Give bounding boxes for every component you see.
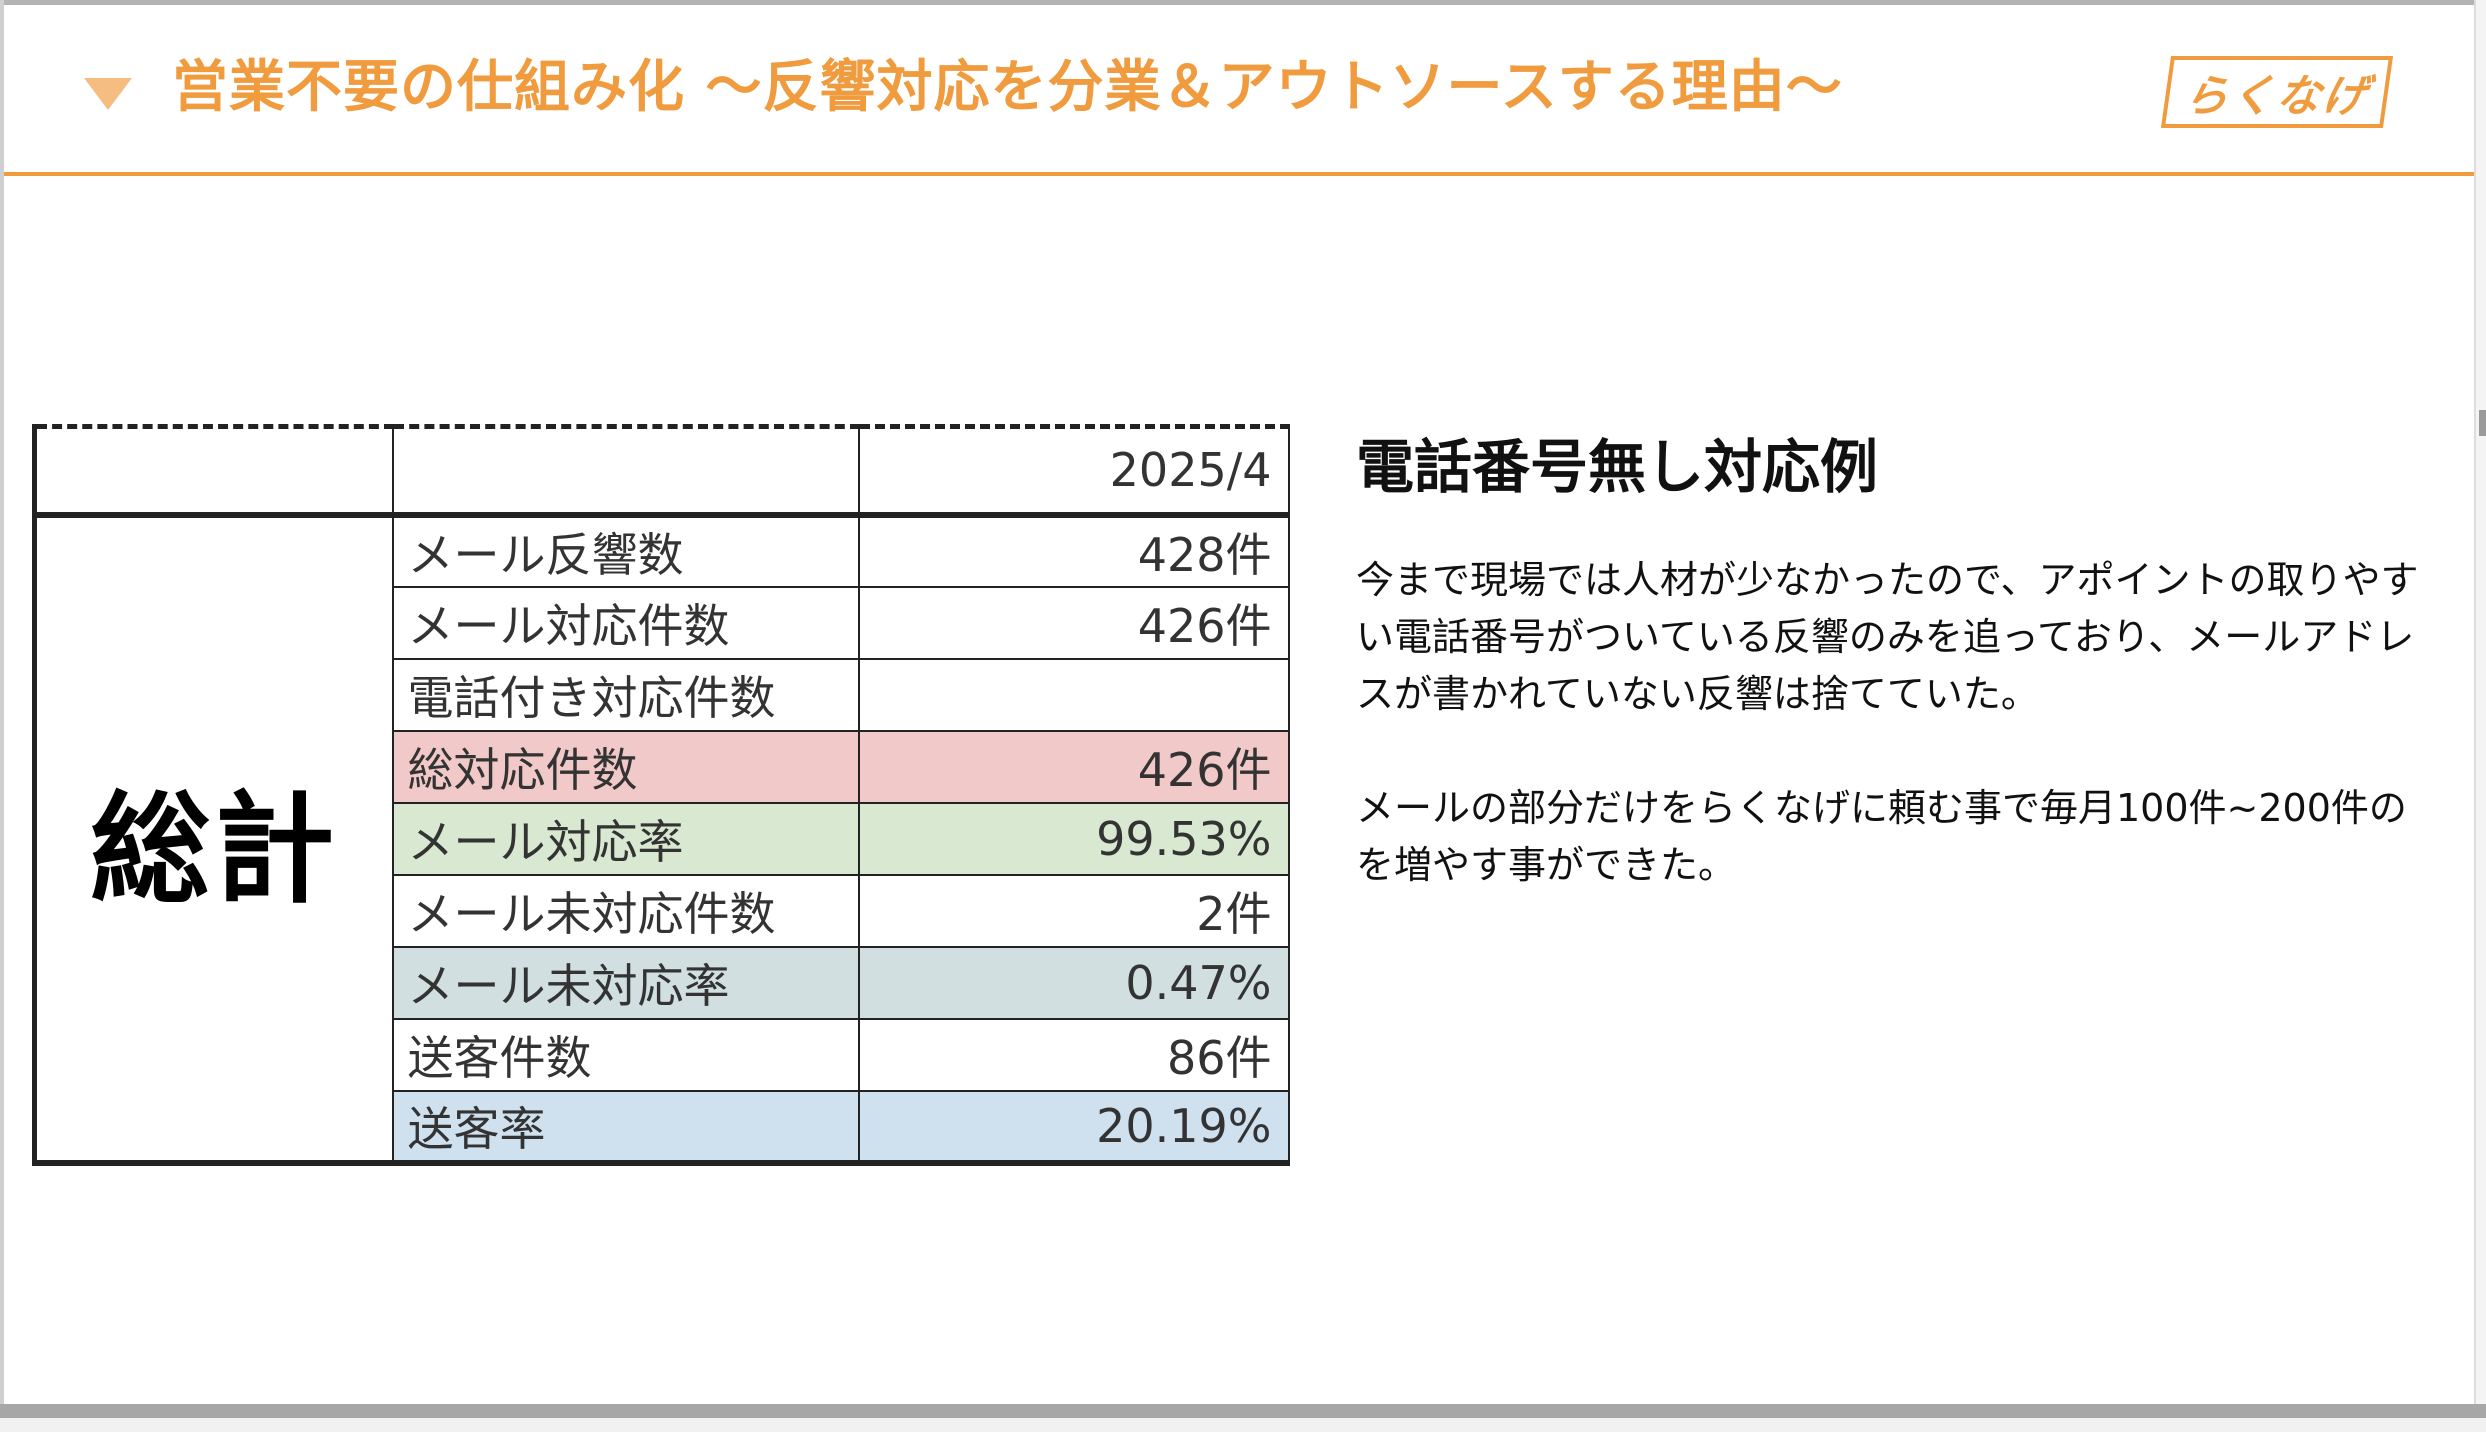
- table-row: メール対応率 99.53%: [35, 801, 1290, 876]
- table-row: 総対応件数 426件: [35, 729, 1290, 804]
- brand-logo: らくなげ: [2160, 56, 2394, 128]
- row-value: 0.47%: [857, 945, 1290, 1020]
- scroll-thumb[interactable]: [2479, 410, 2486, 436]
- row-value: [857, 657, 1290, 732]
- table-row: メール未対応件数 2件: [35, 873, 1290, 948]
- table-header-row: 2025/4: [32, 424, 1290, 518]
- table-row: 送客件数 86件: [35, 1017, 1290, 1092]
- row-label: 送客率: [391, 1089, 860, 1166]
- row-label: メール反響数: [391, 513, 860, 588]
- row-label: メール対応件数: [391, 585, 860, 660]
- row-value: 426件: [857, 729, 1290, 804]
- row-value: 426件: [857, 585, 1290, 660]
- bottom-strip: [0, 1418, 2486, 1432]
- row-value: 99.53%: [857, 801, 1290, 876]
- row-label: 電話付き対応件数: [391, 657, 860, 732]
- slide-title: 営業不要の仕組み化 〜反響対応を分業＆アウトソースする理由〜: [172, 55, 1843, 120]
- case-paragraph-2: メールの部分だけをらくなげに頼む事で毎月100件~200件のを増やす事ができた。: [1356, 786, 2407, 887]
- case-paragraph-1: 今まで現場では人材が少なかったので、アポイントの取りやすい電話番号がついている反…: [1356, 558, 2419, 716]
- row-value: 86件: [857, 1017, 1290, 1092]
- stats-table-container: 2025/4 総計 メール反響数 428件 メール対応件数 426件 電話付き対…: [32, 424, 1290, 1216]
- row-value: 428件: [857, 513, 1290, 588]
- row-value: 2件: [857, 873, 1290, 948]
- table-row: 総計 メール反響数 428件: [32, 513, 1290, 1166]
- period-header: 2025/4: [857, 424, 1290, 518]
- row-label: メール対応率: [391, 801, 860, 876]
- group-label: 総計: [32, 513, 394, 1166]
- row-label: 総対応件数: [391, 729, 860, 804]
- row-label: 送客件数: [391, 1017, 860, 1092]
- scrollbar[interactable]: [2474, 0, 2486, 1432]
- triangle-bullet-icon: [84, 78, 132, 110]
- row-value: 20.19%: [857, 1089, 1290, 1166]
- stats-table: 2025/4 総計 メール反響数 428件 メール対応件数 426件 電話付き対…: [32, 424, 1290, 1166]
- row-label: メール未対応件数: [391, 873, 860, 948]
- window-top-border: [0, 0, 2486, 5]
- header-divider: [4, 172, 2474, 176]
- case-heading: 電話番号無し対応例: [1356, 433, 1879, 501]
- logo-text: らくなげ: [2180, 71, 2372, 122]
- bottom-border: [0, 1404, 2486, 1418]
- window-left-border: [0, 0, 4, 1432]
- table-row: メール未対応率 0.47%: [35, 945, 1290, 1020]
- table-row: メール対応件数 426件: [35, 585, 1290, 660]
- table-row: 送客率 20.19%: [35, 1089, 1290, 1166]
- table-row: 電話付き対応件数: [35, 657, 1290, 732]
- header-cell-empty: [32, 424, 394, 518]
- header-cell-label: [391, 424, 860, 518]
- row-label: メール未対応率: [391, 945, 860, 1020]
